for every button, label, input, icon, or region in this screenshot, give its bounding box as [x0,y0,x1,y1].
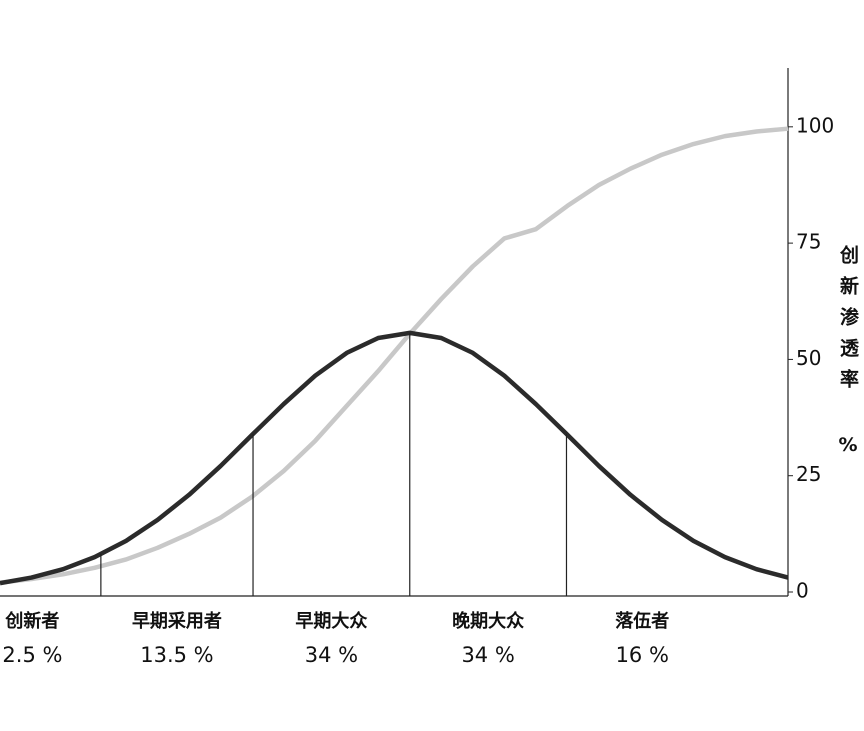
category-label: 早期采用者 [132,611,222,632]
value-label: 13.5 % [140,643,213,667]
y-tick-label: 75 [796,230,821,254]
y-tick-label: 50 [796,346,821,370]
value-label: 16 % [616,643,669,667]
y-tick-label: 25 [796,462,821,486]
category-label: 创新者 [4,610,59,632]
category-label: 晚期大众 [452,610,524,632]
series-line [0,330,789,586]
value-label: 34 % [461,643,514,667]
value-label: 34 % [305,643,358,667]
category-label: 落伍者 [615,610,669,632]
y-axis-label: 创新渗透率 % [837,244,860,468]
y-tick-label: 0 [796,579,809,603]
series-line [0,126,789,585]
value-label: 2.5 % [2,643,62,667]
category-label: 早期大众 [295,610,367,632]
y-tick-label: 100 [796,113,834,137]
